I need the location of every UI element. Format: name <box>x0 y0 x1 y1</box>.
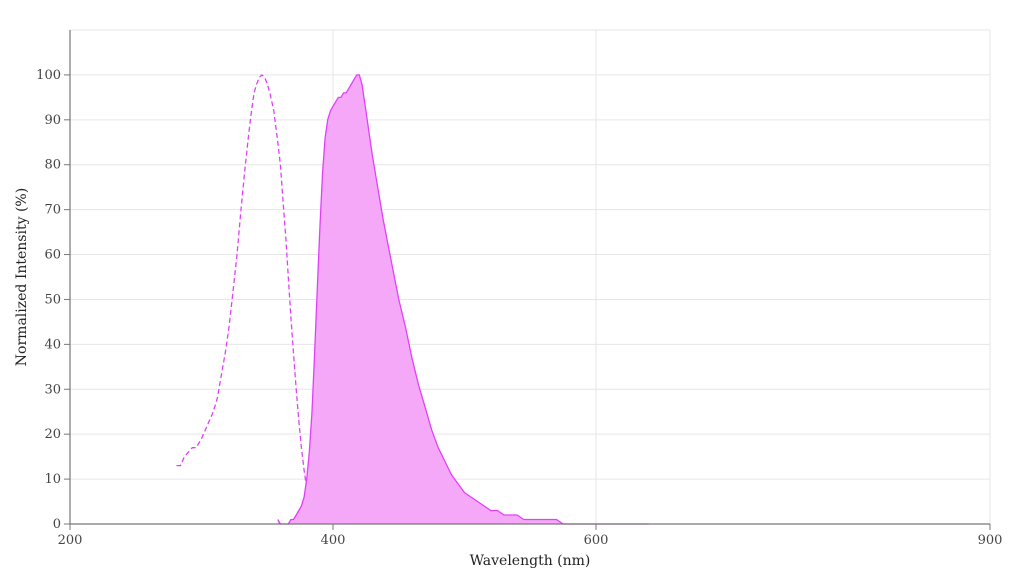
spectrum-series <box>176 74 649 525</box>
x-axis-title: Wavelength (nm) <box>470 553 591 569</box>
y-tick-label: 10 <box>44 472 61 487</box>
x-tick-label: 400 <box>321 533 346 548</box>
grid-lines <box>70 29 991 524</box>
y-tick-label: 70 <box>44 203 61 218</box>
axes <box>64 30 991 530</box>
y-tick-label: 0 <box>53 517 61 532</box>
tick-labels: 0 10 20 30 40 50 60 70 80 90 100 200 400 600 900 <box>36 68 1002 548</box>
y-tick-label: 100 <box>36 68 61 83</box>
x-tick-label: 900 <box>978 533 1003 548</box>
y-tick-label: 90 <box>44 113 61 128</box>
y-tick-label: 40 <box>44 337 61 352</box>
y-tick-label: 20 <box>44 427 61 442</box>
y-tick-label: 30 <box>44 382 61 397</box>
x-tick-label: 200 <box>58 533 83 548</box>
y-tick-label: 60 <box>44 248 61 263</box>
y-axis-title: Normalized Intensity (%) <box>14 188 30 366</box>
emission-area <box>277 74 649 525</box>
y-tick-label: 50 <box>44 292 61 307</box>
y-tick-label: 80 <box>44 158 61 173</box>
x-tick-label: 600 <box>584 533 609 548</box>
emission-line <box>277 74 649 525</box>
